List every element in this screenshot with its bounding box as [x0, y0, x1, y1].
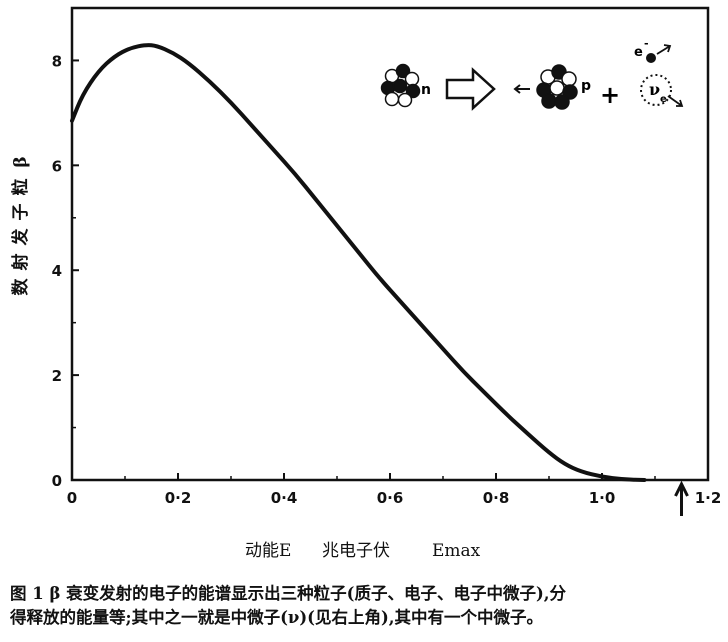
x-label-energy: 动能E	[245, 541, 291, 561]
x-label-unit: 兆电子伏	[322, 541, 390, 561]
y-label-char: 数	[10, 278, 31, 296]
beta-decay-inset: n p + e - ν e	[380, 37, 684, 111]
figure-caption: 图 1 β 衰变发射的电子的能谱显示出三种粒子(质子、电子、电子中微子),分 得…	[10, 582, 722, 630]
caption-line-2: 得释放的能量等;其中之一就是中微子(ν)(见右上角),其中有一个中微子。	[10, 608, 544, 627]
neutrino-circle-icon	[640, 74, 672, 106]
y-label-char: 射	[10, 254, 31, 272]
electron-arrow-icon	[656, 44, 672, 55]
y-tick-label: 6	[52, 157, 62, 175]
y-label-char: 发	[10, 228, 31, 247]
electron-dot-icon	[646, 53, 656, 63]
neutrino-label: ν	[649, 80, 660, 99]
y-label-char: 粒	[10, 179, 31, 196]
neutron-label: n	[421, 82, 431, 98]
y-label-char: β	[11, 156, 31, 167]
small-left-arrow-icon	[513, 84, 530, 94]
y-tick-label: 0	[52, 472, 62, 490]
x-axis-label: 动能E 兆电子伏 Emax	[245, 541, 481, 561]
neutrino-arrow-icon	[667, 95, 684, 107]
spectrum-curve	[70, 43, 647, 482]
x-tick-label: 1·0	[589, 489, 616, 507]
axis-ticks: 0 0·2 0·4 0·6 0·8 1·0 1·2 0 2 4 6 8	[52, 52, 722, 516]
electron-label: e	[634, 45, 643, 60]
nucleus-left-icon	[380, 63, 421, 108]
x-tick-label: 0·6	[377, 489, 404, 507]
x-tick-label: 0·2	[165, 489, 192, 507]
electron-sign: -	[644, 37, 649, 50]
proton-label: p	[581, 78, 591, 94]
plus-label: +	[600, 81, 620, 109]
caption-line-1: 图 1 β 衰变发射的电子的能谱显示出三种粒子(质子、电子、电子中微子),分	[10, 584, 567, 603]
y-label-char: 子	[11, 204, 31, 221]
x-tick-label: 1·2	[695, 489, 722, 507]
x-tick-label: 0·8	[483, 489, 510, 507]
x-tick-label: 0·4	[271, 489, 298, 507]
emax-arrow-icon	[674, 480, 689, 516]
y-tick-label: 4	[52, 262, 62, 280]
x-tick-label: 0	[67, 489, 77, 507]
neutrino-subscript: e	[660, 94, 667, 105]
nucleus-right-icon	[536, 64, 578, 110]
y-tick-label: 8	[52, 52, 62, 70]
x-label-emax: Emax	[432, 541, 481, 561]
y-tick-label: 2	[52, 367, 62, 385]
reaction-arrow-icon	[445, 67, 496, 111]
